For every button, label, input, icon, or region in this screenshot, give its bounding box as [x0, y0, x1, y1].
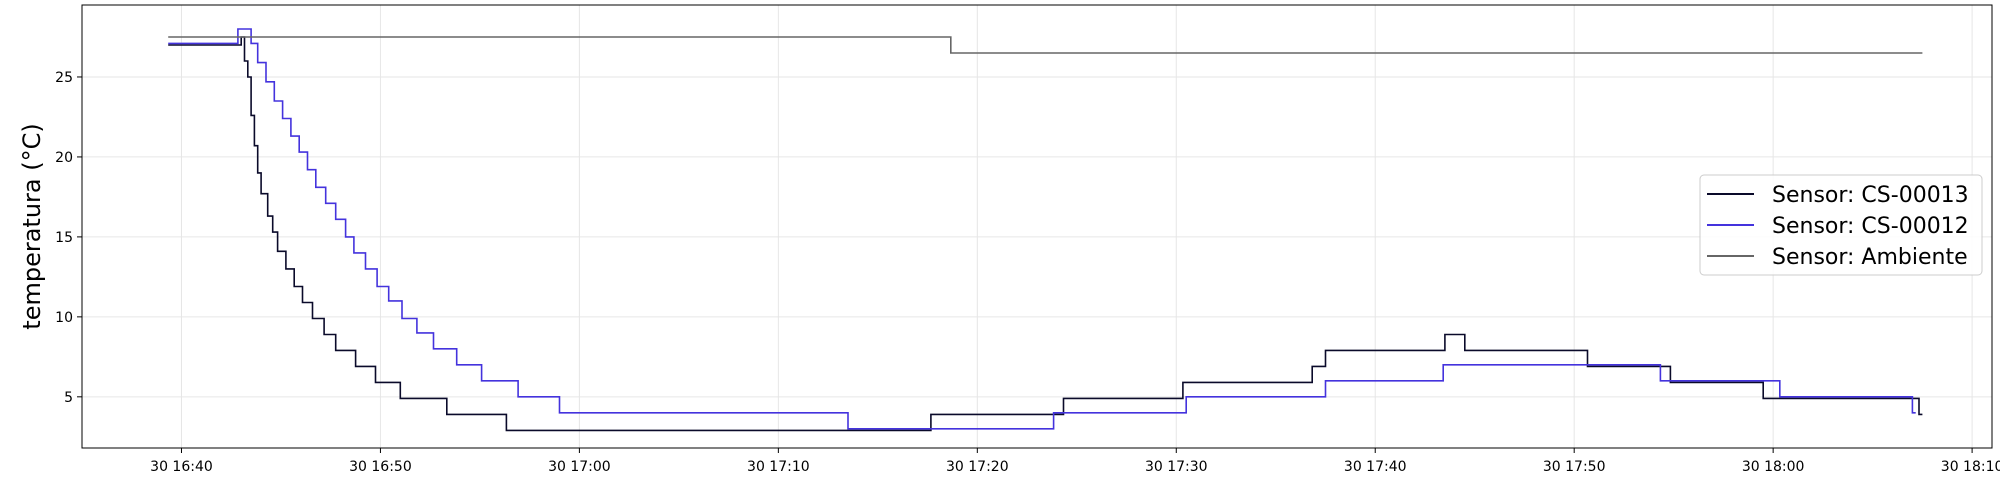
series-lines: [168, 28, 1923, 432]
y-tick-label: 15: [55, 230, 73, 246]
x-tick-label: 30 17:30: [1145, 459, 1208, 475]
legend-entry-label: Sensor: CS-00012: [1772, 214, 1969, 239]
x-tick-label: 30 17:20: [946, 459, 1009, 475]
plot-area-frame: [81, 4, 1993, 449]
x-tick-label: 30 17:40: [1344, 459, 1407, 475]
x-tick-label: 30 18:00: [1742, 459, 1805, 475]
series-line-3: [168, 36, 1923, 54]
series-line-2: [168, 28, 1916, 430]
series-line-1: [168, 36, 1923, 432]
y-axis-ticks: 5 10 15 20 25: [55, 70, 82, 406]
legend-box: [1699, 174, 1983, 276]
x-axis-ticks: 30 16:40 30 16:50 30 17:00 30 17:10 30 17:20…: [150, 448, 2000, 475]
x-tick-label: 30 17:10: [747, 459, 810, 475]
x-tick-label: 30 17:00: [548, 459, 611, 475]
y-tick-label: 25: [55, 70, 73, 86]
x-tick-label: 30 18:10: [1941, 459, 2000, 475]
x-tick-label: 30 16:40: [150, 459, 213, 475]
y-tick-label: 10: [55, 310, 73, 326]
legend: Sensor: CS-00013 Sensor: CS-00012 Sensor: …: [1699, 174, 1983, 276]
legend-entry-label: Sensor: CS-00013: [1772, 183, 1969, 208]
y-tick-label: 5: [64, 390, 73, 406]
x-tick-label: 30 17:50: [1543, 459, 1606, 475]
y-axis-label: temperatura (°C): [18, 123, 46, 329]
x-tick-label: 30 16:50: [349, 459, 412, 475]
legend-entry-label: Sensor: Ambiente: [1772, 245, 1968, 270]
y-tick-label: 20: [55, 150, 73, 166]
